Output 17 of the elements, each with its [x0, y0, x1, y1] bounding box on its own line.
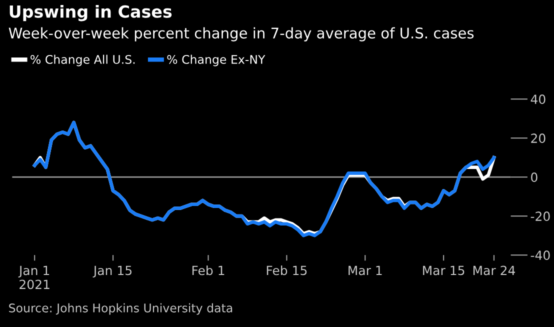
y-tick-label: 20 [531, 134, 546, 144]
chart-subtitle: Week-over-week percent change in 7-day average of U.S. cases [8, 27, 474, 42]
chart-title: Upswing in Cases [10, 4, 172, 22]
x-tick-label: Feb 1 [192, 265, 224, 276]
x-tick-label: Mar 24 [473, 266, 516, 276]
y-tick-label: -20 [530, 212, 550, 221]
legend-label: % Change Ex-NY [167, 54, 266, 66]
x-tick-label: Feb 15 [266, 265, 307, 276]
x-tick-label: Mar 15 [423, 266, 464, 276]
y-tick-label: 0 [531, 172, 538, 182]
legend-label: % Change All U.S. [30, 54, 135, 66]
x-tick-label: Mar 1 [348, 266, 382, 276]
y-tick-label: -40 [530, 250, 550, 260]
x-tick-label: Jan 15 [92, 266, 132, 278]
y-tick-label: 40 [530, 94, 546, 104]
source-note: Source: Johns Hopkins University data [9, 303, 232, 315]
x-tick-label: Jan 1 2021 [18, 266, 50, 290]
